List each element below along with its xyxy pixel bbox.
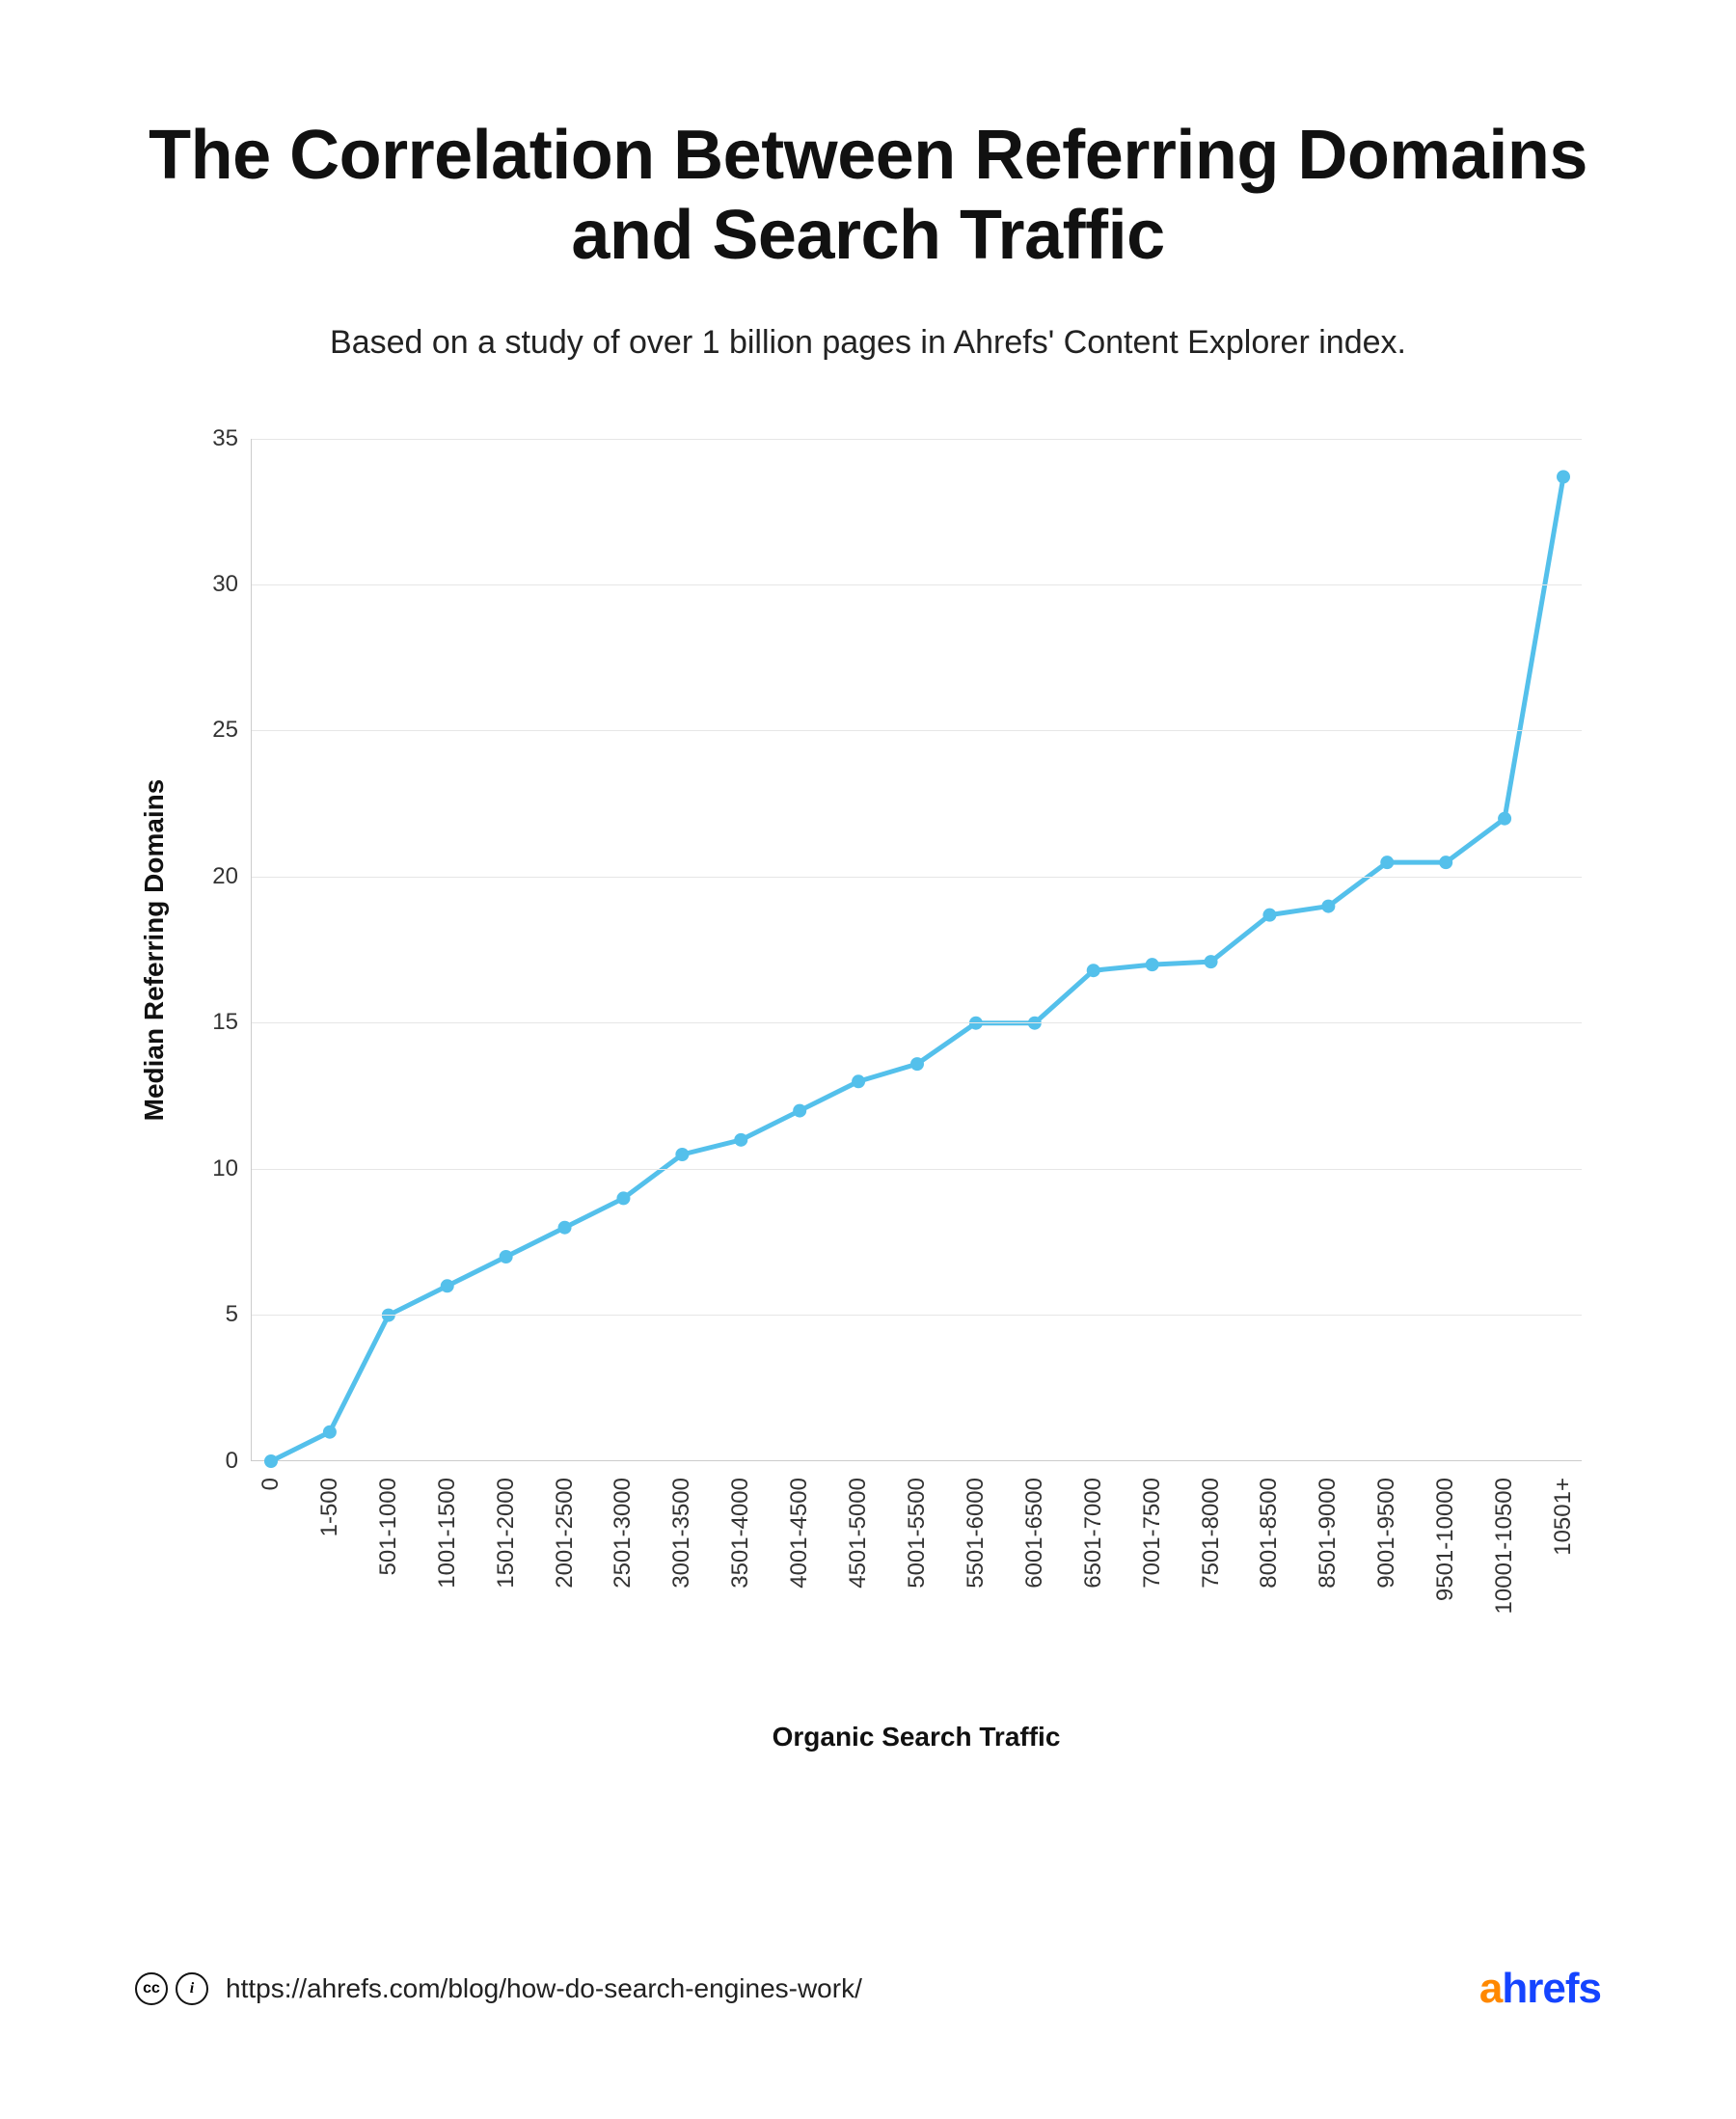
y-tick-label: 10 [212, 1155, 252, 1182]
gridline [252, 877, 1582, 878]
x-tick-label: 2001-2500 [552, 1478, 579, 1589]
x-tick-label: 5501-6000 [963, 1478, 990, 1589]
x-tick-label: 6501-7000 [1080, 1478, 1107, 1589]
data-point [1498, 811, 1511, 825]
x-tick-label: 9501-10000 [1432, 1478, 1459, 1601]
x-tick-label: 501-1000 [375, 1478, 402, 1575]
source-url: https://ahrefs.com/blog/how-do-search-en… [226, 1973, 862, 2004]
x-tick-label: 5001-5500 [904, 1478, 931, 1589]
x-tick-label: 2501-3000 [610, 1478, 637, 1589]
data-point [910, 1057, 924, 1071]
gridline [252, 730, 1582, 731]
x-tick-label: 1501-2000 [493, 1478, 520, 1589]
data-point [1205, 955, 1218, 968]
data-point [1557, 470, 1570, 483]
data-point [1262, 908, 1276, 921]
x-tick-label: 10501+ [1550, 1478, 1577, 1556]
x-tick-label: 1-500 [316, 1478, 343, 1536]
y-tick-label: 0 [226, 1448, 252, 1475]
y-tick-label: 5 [226, 1301, 252, 1328]
ahrefs-logo: ahrefs [1479, 1965, 1601, 2013]
data-point [558, 1220, 572, 1234]
x-tick-label: 4501-5000 [845, 1478, 872, 1589]
data-point [734, 1132, 747, 1146]
data-point [852, 1074, 865, 1088]
x-tick-label: 9001-9500 [1373, 1478, 1400, 1589]
y-tick-label: 30 [212, 571, 252, 598]
footer-left: cc i https://ahrefs.com/blog/how-do-sear… [135, 1972, 862, 2005]
x-tick-label: 3001-3500 [668, 1478, 695, 1589]
x-tick-label: 3501-4000 [727, 1478, 754, 1589]
data-point [1380, 856, 1394, 869]
y-tick-label: 35 [212, 425, 252, 452]
x-tick-label: 0 [258, 1478, 285, 1490]
chart-container: 0510152025303501-500501-10001001-1500150… [135, 429, 1601, 1760]
chart-title: The Correlation Between Referring Domain… [135, 116, 1601, 276]
data-point [441, 1279, 454, 1292]
data-point [323, 1425, 337, 1438]
attribution-icon: i [176, 1972, 208, 2005]
x-tick-label: 7501-8000 [1198, 1478, 1225, 1589]
gridline [252, 1315, 1582, 1316]
gridline [252, 1022, 1582, 1023]
data-point [264, 1454, 278, 1468]
data-point [500, 1250, 513, 1263]
chart-subtitle: Based on a study of over 1 billion pages… [135, 324, 1601, 362]
data-point [1146, 958, 1159, 971]
gridline [252, 439, 1582, 440]
line-chart-svg [252, 439, 1583, 1461]
x-tick-label: 8001-8500 [1256, 1478, 1283, 1589]
x-tick-label: 10001-10500 [1491, 1478, 1518, 1614]
y-tick-label: 20 [212, 863, 252, 890]
x-tick-label: 6001-6500 [1021, 1478, 1048, 1589]
x-tick-label: 1001-1500 [434, 1478, 461, 1589]
x-tick-label: 7001-7500 [1139, 1478, 1166, 1589]
y-tick-label: 15 [212, 1009, 252, 1036]
cc-license-icon: cc i [135, 1972, 208, 2005]
plot-area: 0510152025303501-500501-10001001-1500150… [251, 439, 1582, 1461]
x-axis-title: Organic Search Traffic [773, 1722, 1061, 1752]
gridline [252, 584, 1582, 585]
footer: cc i https://ahrefs.com/blog/how-do-sear… [135, 1965, 1601, 2013]
data-line [271, 476, 1563, 1461]
data-point [675, 1148, 689, 1161]
data-point [1321, 899, 1335, 912]
data-point [793, 1103, 806, 1117]
data-point [1439, 856, 1452, 869]
gridline [252, 1169, 1582, 1170]
x-tick-label: 8501-9000 [1315, 1478, 1342, 1589]
y-tick-label: 25 [212, 717, 252, 744]
x-tick-label: 4001-4500 [786, 1478, 813, 1589]
data-point [1087, 964, 1100, 977]
cc-icon: cc [135, 1972, 168, 2005]
y-axis-title: Median Referring Domains [139, 778, 170, 1121]
data-point [616, 1191, 630, 1205]
